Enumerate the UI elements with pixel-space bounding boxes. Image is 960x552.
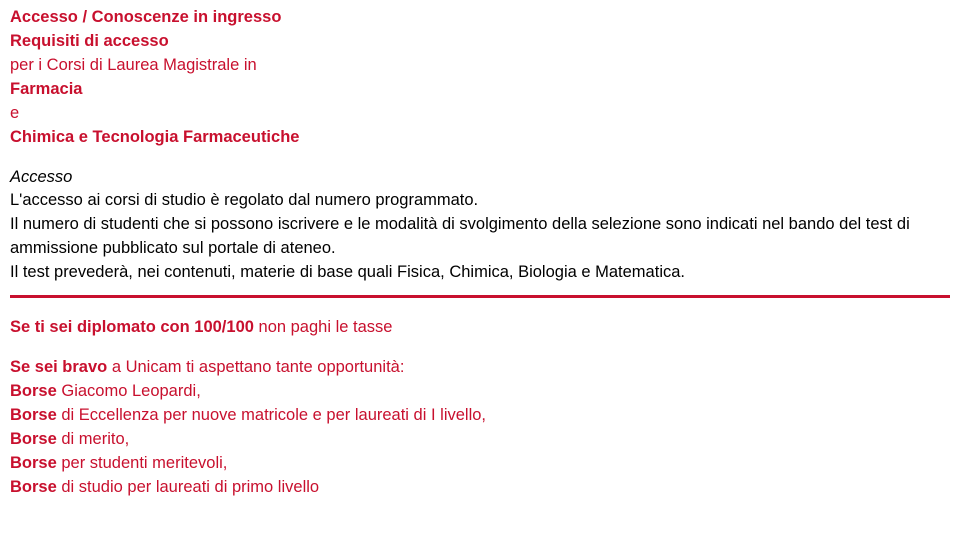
borse-item-1: Borse di Eccellenza per nuove matricole … <box>10 404 950 428</box>
borse-bold: Borse <box>10 430 57 448</box>
accesso-p3: Il test prevederà, nei contenuti, materi… <box>10 261 950 285</box>
accesso-title: Accesso <box>10 166 950 190</box>
borse-bold: Borse <box>10 478 57 496</box>
heading-conj: e <box>10 102 950 126</box>
borse-item-2: Borse di merito, <box>10 428 950 452</box>
borse-rest: di studio per laureati di primo livello <box>57 478 319 496</box>
highlight-100-bold: Se ti sei diplomato con 100/100 <box>10 318 254 336</box>
borse-item-4: Borse di studio per laureati di primo li… <box>10 476 950 500</box>
highlight-bravo-intro: Se sei bravo a Unicam ti aspettano tante… <box>10 356 950 380</box>
document-page: Accesso / Conoscenze in ingresso Requisi… <box>0 0 960 510</box>
heading-course2: Chimica e Tecnologia Farmaceutiche <box>10 126 950 150</box>
borse-rest: per studenti meritevoli, <box>57 454 228 472</box>
borse-bold: Borse <box>10 454 57 472</box>
heading-course1: Farmacia <box>10 78 950 102</box>
highlight-100-rest: non paghi le tasse <box>254 318 393 336</box>
divider <box>10 295 950 298</box>
highlight-bravo-bold: Se sei bravo <box>10 358 107 376</box>
accesso-p2: Il numero di studenti che si possono isc… <box>10 213 950 261</box>
accesso-p1: L'accesso ai corsi di studio è regolato … <box>10 189 950 213</box>
borse-item-3: Borse per studenti meritevoli, <box>10 452 950 476</box>
heading-line3: per i Corsi di Laurea Magistrale in <box>10 54 950 78</box>
heading-line1: Accesso / Conoscenze in ingresso <box>10 6 950 30</box>
heading-line2: Requisiti di accesso <box>10 30 950 54</box>
borse-rest: Giacomo Leopardi, <box>57 382 201 400</box>
spacer <box>10 340 950 356</box>
borse-bold: Borse <box>10 382 57 400</box>
borse-rest: di Eccellenza per nuove matricole e per … <box>57 406 486 424</box>
highlight-100: Se ti sei diplomato con 100/100 non pagh… <box>10 316 950 340</box>
borse-rest: di merito, <box>57 430 129 448</box>
highlight-bravo-rest: a Unicam ti aspettano tante opportunità: <box>107 358 404 376</box>
spacer <box>10 150 950 166</box>
borse-item-0: Borse Giacomo Leopardi, <box>10 380 950 404</box>
borse-bold: Borse <box>10 406 57 424</box>
